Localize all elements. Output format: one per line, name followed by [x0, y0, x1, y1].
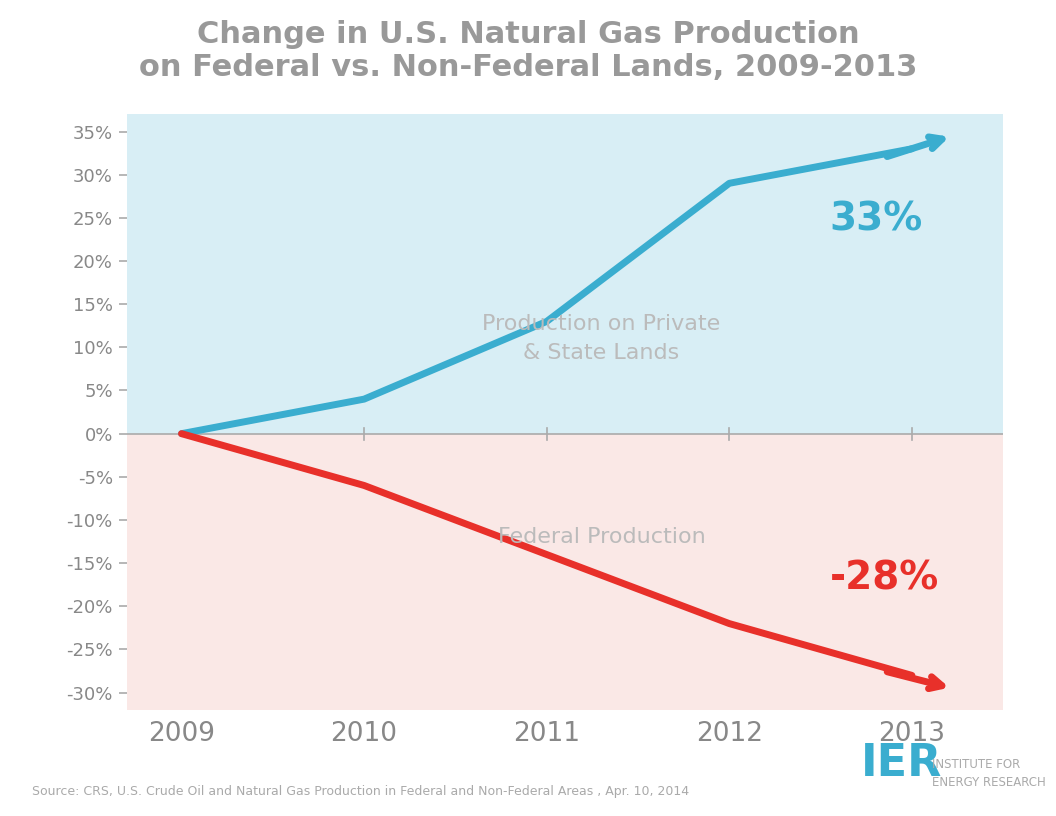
Text: IER: IER [861, 742, 942, 785]
Text: Change in U.S. Natural Gas Production: Change in U.S. Natural Gas Production [196, 20, 860, 50]
Text: -28%: -28% [830, 560, 939, 597]
Text: INSTITUTE FOR
ENERGY RESEARCH: INSTITUTE FOR ENERGY RESEARCH [932, 758, 1046, 789]
Bar [127, 114, 1003, 433]
Text: Source: CRS, U.S. Crude Oil and Natural Gas Production in Federal and Non-Federa: Source: CRS, U.S. Crude Oil and Natural … [32, 785, 689, 798]
Bar [127, 433, 1003, 710]
Text: on Federal vs. Non-Federal Lands, 2009-2013: on Federal vs. Non-Federal Lands, 2009-2… [138, 53, 918, 82]
Text: Production on Private
& State Lands: Production on Private & State Lands [483, 314, 720, 363]
Text: 33%: 33% [830, 201, 923, 238]
Text: Federal Production: Federal Production [497, 527, 705, 548]
